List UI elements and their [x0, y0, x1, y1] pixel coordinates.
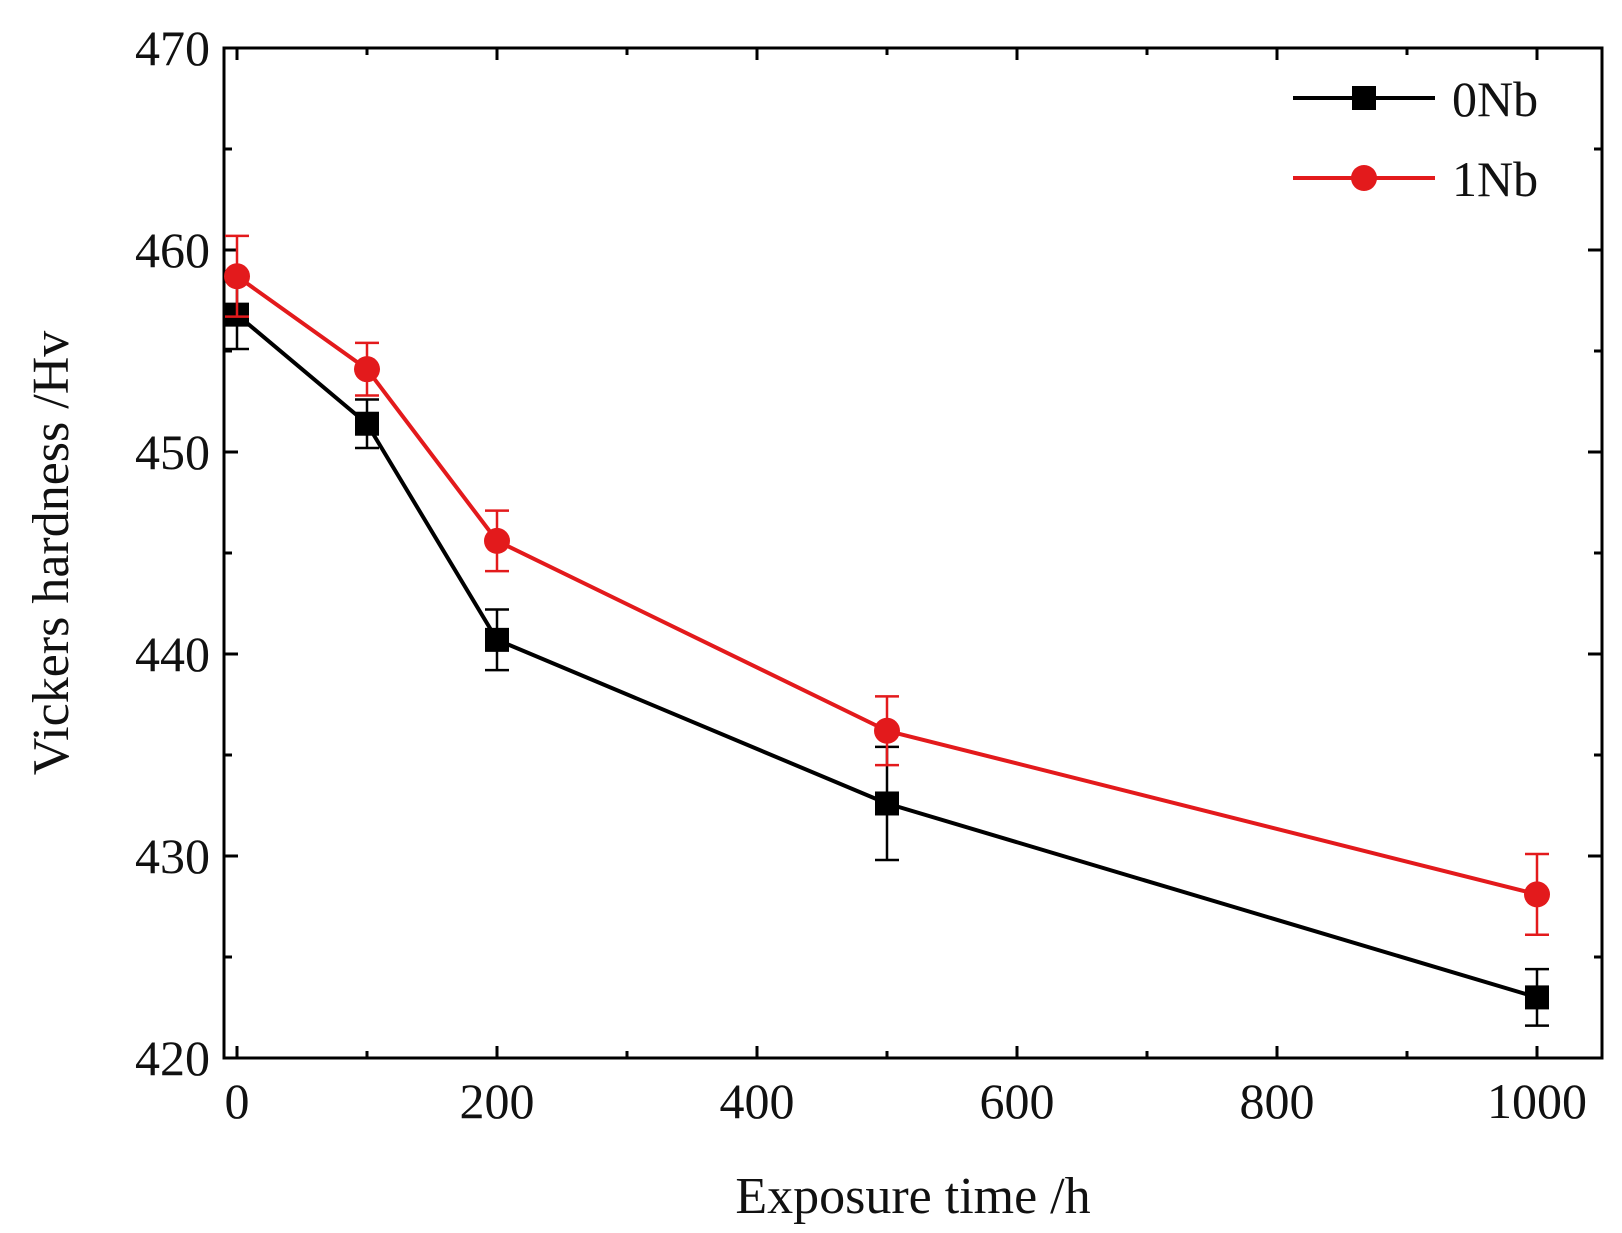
legend-marker-0nb — [1352, 86, 1376, 110]
series-0nb — [225, 279, 1549, 1027]
series-layer — [224, 234, 1550, 1027]
x-tick-label: 400 — [720, 1073, 795, 1129]
data-point-1nb — [1524, 881, 1550, 908]
data-point-0nb — [485, 627, 509, 652]
legend-label-1nb: 1Nb — [1452, 151, 1538, 207]
y-tick-label: 420 — [135, 1030, 210, 1086]
data-point-0nb — [355, 411, 379, 436]
x-tick-label: 0 — [225, 1073, 250, 1129]
legend-marker-1nb — [1351, 165, 1377, 191]
legend-label-0nb: 0Nb — [1452, 71, 1538, 127]
x-axis-title: Exposure time /h — [735, 1168, 1090, 1225]
y-tick-label: 450 — [135, 424, 210, 480]
y-tick-label: 470 — [135, 20, 210, 76]
axis-ticks: 0 200 400 600 800 1000 420 430 440 450 460 470 — [135, 20, 1602, 1129]
y-tick-label: 460 — [135, 222, 210, 278]
data-point-0nb — [1525, 985, 1549, 1010]
data-point-0nb — [875, 791, 899, 816]
y-tick-label: 440 — [135, 626, 210, 682]
x-tick-label: 1000 — [1487, 1073, 1587, 1129]
y-axis-title: Vickers hardness /Hv — [23, 331, 80, 776]
plot-area — [222, 46, 1604, 1060]
data-point-1nb — [484, 527, 510, 554]
data-point-1nb — [874, 717, 900, 744]
y-tick-label: 430 — [135, 828, 210, 884]
legend: 0Nb 1Nb — [1293, 71, 1538, 207]
data-point-1nb — [354, 356, 380, 383]
series-1nb — [224, 234, 1550, 937]
x-tick-label: 800 — [1240, 1073, 1315, 1129]
x-tick-label: 600 — [980, 1073, 1055, 1129]
x-tick-label: 200 — [460, 1073, 535, 1129]
data-point-1nb — [224, 263, 250, 290]
